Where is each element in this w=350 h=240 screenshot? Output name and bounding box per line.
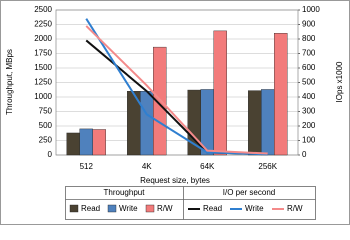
y2-axis-label: IOps x1000 <box>335 61 344 102</box>
legend-swatch <box>107 204 117 213</box>
line <box>85 25 268 155</box>
y2-tick-label: 500 <box>302 78 316 87</box>
legend-label: Write <box>245 204 264 213</box>
legend-swatch <box>69 204 79 213</box>
y-axis-label: Throughput, MBps <box>5 49 14 115</box>
bar <box>92 129 106 156</box>
legend-title: Throughput <box>104 188 146 197</box>
y2-tick-label: 400 <box>302 92 316 101</box>
legend-swatch <box>145 204 155 213</box>
legend-label: Read <box>81 204 100 213</box>
x-tick-label: 512 <box>80 162 94 171</box>
y2-tick-label: 1000 <box>302 5 320 14</box>
y-tick-label: 2000 <box>34 34 52 43</box>
y2-tick-label: 300 <box>302 107 316 116</box>
legend-label: Read <box>203 204 222 213</box>
y-tick-label: 1000 <box>34 92 52 101</box>
legend-label: Write <box>119 204 138 213</box>
bar <box>79 128 93 156</box>
bar <box>66 132 80 156</box>
y2-tick-label: 700 <box>302 49 316 58</box>
line <box>85 18 268 156</box>
y-tick-label: 750 <box>39 107 53 116</box>
chart: Request size, bytes Throughput, MBps IOp… <box>0 0 350 225</box>
x-tick-label: 256K <box>258 162 277 171</box>
y-tick-label: 0 <box>48 150 53 159</box>
plot-frame <box>55 9 299 156</box>
y-tick-label: 1500 <box>34 63 52 72</box>
y-tick-label: 2500 <box>34 5 52 14</box>
legend-label: R/W <box>287 204 303 213</box>
legend-title: I/O per second <box>223 188 275 197</box>
legend-box <box>65 186 316 220</box>
y2-tick-label: 0 <box>302 150 307 159</box>
y2-tick-label: 100 <box>302 136 316 145</box>
bar <box>140 90 154 156</box>
y2-tick-label: 600 <box>302 63 316 72</box>
y2-tick-label: 800 <box>302 34 316 43</box>
y-tick-label: 1250 <box>34 78 52 87</box>
y-tick-label: 2250 <box>34 20 52 29</box>
x-axis-label: Request size, bytes <box>140 176 210 185</box>
y2-tick-label: 900 <box>302 20 316 29</box>
x-tick-label: 4K <box>142 162 152 171</box>
bar <box>153 46 167 156</box>
bar <box>261 89 275 156</box>
bar <box>213 30 227 156</box>
y2-tick-label: 200 <box>302 121 316 130</box>
x-tick-label: 64K <box>200 162 215 171</box>
y-tick-label: 1750 <box>34 49 52 58</box>
bar <box>248 90 262 156</box>
y-tick-label: 250 <box>39 136 53 145</box>
bar <box>274 33 288 156</box>
y-tick-label: 500 <box>39 121 53 130</box>
legend-label: R/W <box>157 204 173 213</box>
